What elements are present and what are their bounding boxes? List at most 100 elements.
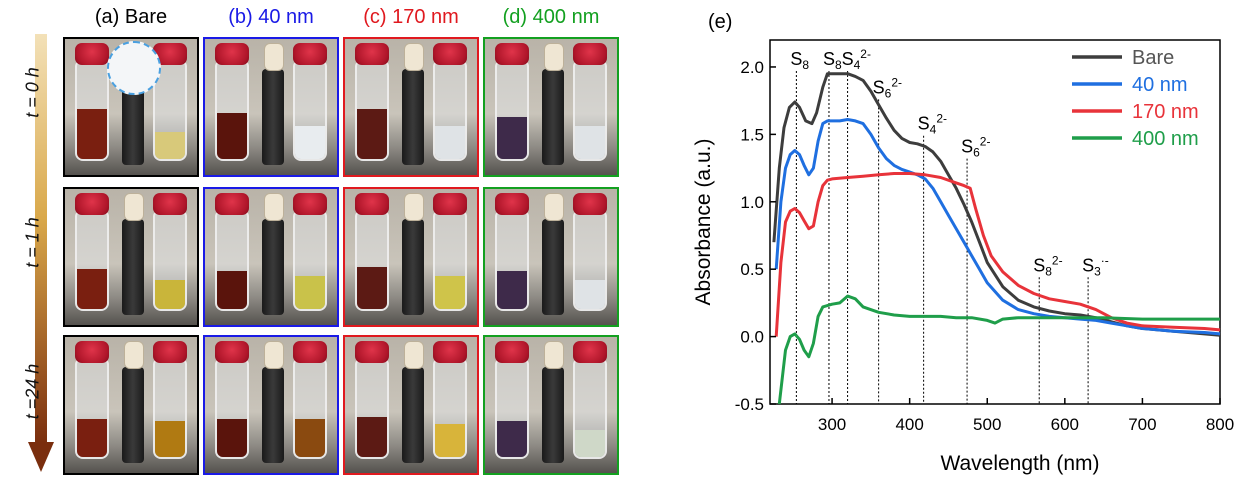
right-vial-cap (293, 193, 327, 215)
time-label-0h: t = 0 h (22, 67, 43, 118)
right-vial-cap (433, 193, 467, 215)
stopper-knob (404, 43, 424, 71)
stopper-knob (124, 341, 144, 369)
right-vial-cap (573, 193, 607, 215)
y-tick-label: 1.0 (740, 193, 764, 212)
left-vial-cap (215, 193, 249, 215)
h-cell-clamp (542, 367, 564, 463)
annotation-label: S62- (961, 135, 990, 160)
right-vial-cap (293, 341, 327, 363)
left-vial-cap (495, 43, 529, 65)
h-cell-clamp (402, 69, 424, 165)
right-vial-liquid (435, 276, 465, 309)
right-vial-liquid (295, 418, 325, 457)
right-vial (433, 359, 467, 459)
right-vial-cap (573, 43, 607, 65)
vial-photo (203, 335, 339, 475)
left-vial-liquid (77, 109, 107, 159)
panel-label: (e) (708, 11, 732, 33)
left-vial-liquid (497, 116, 527, 159)
right-vial (573, 61, 607, 161)
left-vial (75, 359, 109, 459)
left-vial-liquid (357, 109, 387, 159)
column-header-bare: (a) Bare (94, 6, 168, 28)
legend: Bare 40 nm 170 nm 400 nm (1072, 47, 1199, 150)
column-header-40nm: (b) 40 nm (228, 6, 314, 28)
right-vial-cap (573, 341, 607, 363)
y-tick-label: 2.0 (740, 58, 764, 77)
left-vial-cap (75, 193, 109, 215)
legend-entry: Bare (1132, 47, 1174, 69)
x-tick-label: 300 (818, 415, 846, 434)
left-vial-cap (75, 43, 109, 65)
stopper-knob (264, 341, 284, 369)
series-line (774, 172, 1221, 337)
left-vial-liquid (357, 266, 387, 309)
h-cell-clamp (122, 219, 144, 315)
left-vial-cap (355, 193, 389, 215)
annotation-label: S8 (790, 49, 809, 72)
left-vial (215, 359, 249, 459)
y-tick-label: 0.5 (740, 260, 764, 279)
right-vial-liquid (295, 276, 325, 309)
left-vial (75, 61, 109, 161)
time-label-24h: t =24 h (22, 363, 43, 420)
vial-photo (63, 335, 199, 475)
h-cell-clamp (262, 219, 284, 315)
x-tick-label: 700 (1128, 415, 1156, 434)
stopper-knob (544, 341, 564, 369)
stopper-knob (544, 193, 564, 221)
h-cell-clamp (542, 69, 564, 165)
right-vial (293, 211, 327, 311)
time-arrow-icon (28, 34, 54, 472)
left-vial (355, 211, 389, 311)
left-vial (75, 211, 109, 311)
right-vial-liquid (155, 280, 185, 309)
annotation-labels: S8 S8 S42-S62-S42-S62-S82- S3·- (790, 47, 1108, 278)
stopper-knob (544, 43, 564, 71)
left-vial-liquid (217, 418, 247, 457)
right-vial-cap (153, 193, 187, 215)
vial-photo (343, 37, 479, 177)
legend-entry: 170 nm (1132, 101, 1199, 123)
h-cell-clamp (542, 219, 564, 315)
vial-photo (203, 37, 339, 177)
left-vial-cap (75, 341, 109, 363)
y-axis-label: Absorbance (a.u.) (692, 139, 715, 306)
left-vial (215, 61, 249, 161)
series-line (777, 294, 1220, 405)
h-cell-clamp (402, 219, 424, 315)
vial-photo (203, 187, 339, 327)
x-tick-label: 800 (1206, 415, 1234, 434)
annotation-label: S3·- (1082, 253, 1109, 278)
vial-photo (483, 187, 619, 327)
left-vial (495, 61, 529, 161)
y-tick-label: 1.5 (740, 125, 764, 144)
series-line (772, 72, 1221, 337)
left-vial-liquid (497, 420, 527, 457)
right-vial (153, 61, 187, 161)
left-vial-cap (215, 43, 249, 65)
legend-entry: 400 nm (1132, 128, 1199, 150)
h-cell-clamp (402, 367, 424, 463)
x-tick-label: 500 (973, 415, 1001, 434)
stopper-knob (264, 43, 284, 71)
left-vial (215, 211, 249, 311)
left-vial-liquid (217, 270, 247, 309)
right-vial-liquid (155, 132, 185, 159)
right-vial-liquid (155, 420, 185, 457)
right-vial (573, 359, 607, 459)
right-vial-cap (433, 43, 467, 65)
right-vial (293, 61, 327, 161)
left-vial (495, 359, 529, 459)
right-vial-liquid (575, 430, 605, 457)
right-vial-cap (153, 43, 187, 65)
left-vial-cap (355, 341, 389, 363)
vial-photo (63, 37, 199, 177)
right-vial-cap (293, 43, 327, 65)
right-vial-liquid (575, 126, 605, 159)
x-tick-label: 400 (895, 415, 923, 434)
right-vial-liquid (435, 126, 465, 159)
stopper-knob (404, 193, 424, 221)
column-header-170nm: (c) 170 nm (363, 6, 459, 28)
